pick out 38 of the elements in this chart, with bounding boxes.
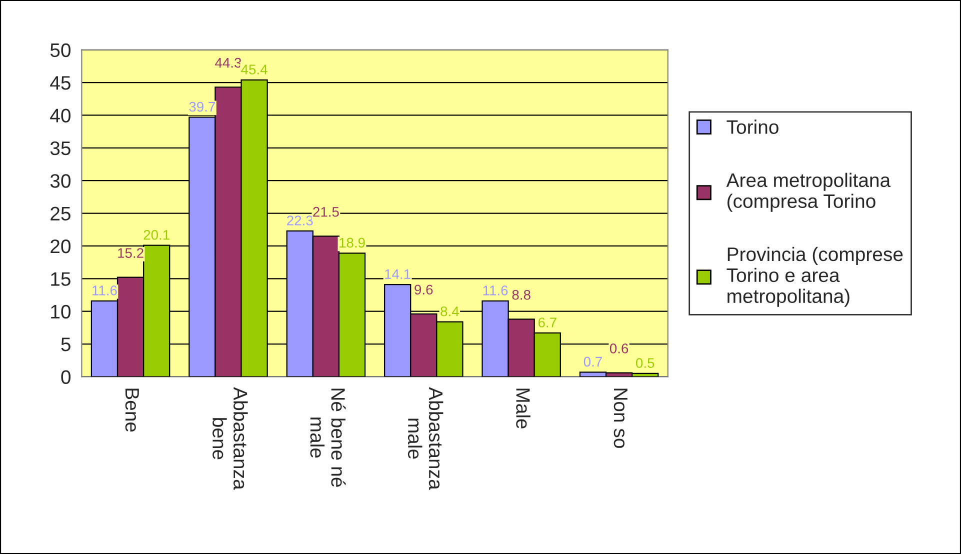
x-tick-label: Non so [614, 388, 628, 448]
y-tick-label: 50 [50, 43, 71, 58]
data-label: 21.5 [313, 206, 339, 217]
y-tick-label: 40 [50, 108, 71, 122]
y-tick-label: 15 [51, 272, 70, 286]
data-label: 11.6 [483, 286, 508, 296]
data-label: 39.7 [189, 102, 216, 112]
y-tick-label: 0 [61, 370, 71, 384]
x-tick-label: Male [516, 388, 530, 428]
y-tick-label: 45 [50, 76, 70, 90]
data-label: 9.6 [414, 284, 433, 295]
data-label: 18.9 [340, 238, 365, 248]
data-label: 22.3 [287, 216, 313, 226]
x-tick-label: Bene [125, 388, 139, 432]
y-tick-label: 30 [50, 174, 71, 188]
y-tick-label: 25 [50, 206, 70, 221]
y-tick-label: 20 [50, 239, 71, 254]
legend-label: Area metropolitana (compresa Torino [726, 172, 891, 212]
legend-label: Provincia (comprese Torino e area metropolitana) [726, 246, 903, 307]
data-label: 45.4 [241, 64, 268, 74]
data-label: 0.7 [584, 356, 602, 367]
legend-label: Torino [726, 120, 778, 134]
x-tick-label: Abbastanza bene [212, 387, 248, 490]
data-label: 8.4 [440, 306, 459, 316]
data-label: 8.8 [512, 290, 530, 300]
x-tick-label: Né bene né male [310, 388, 346, 487]
data-label: 0.5 [636, 358, 654, 368]
data-label: 11.6 [92, 286, 117, 296]
data-label: 6.7 [538, 318, 556, 328]
y-tick-label: 10 [51, 304, 71, 319]
data-label: 14.1 [385, 269, 410, 279]
data-label: 20.1 [144, 230, 170, 240]
x-tick-label: Abbastanza male [408, 387, 444, 490]
y-tick-label: 5 [61, 338, 70, 352]
data-label: 0.6 [610, 344, 628, 354]
y-tick-label: 35 [50, 141, 70, 156]
data-label: 15.2 [118, 248, 144, 258]
data-label: 44.3 [215, 58, 242, 68]
